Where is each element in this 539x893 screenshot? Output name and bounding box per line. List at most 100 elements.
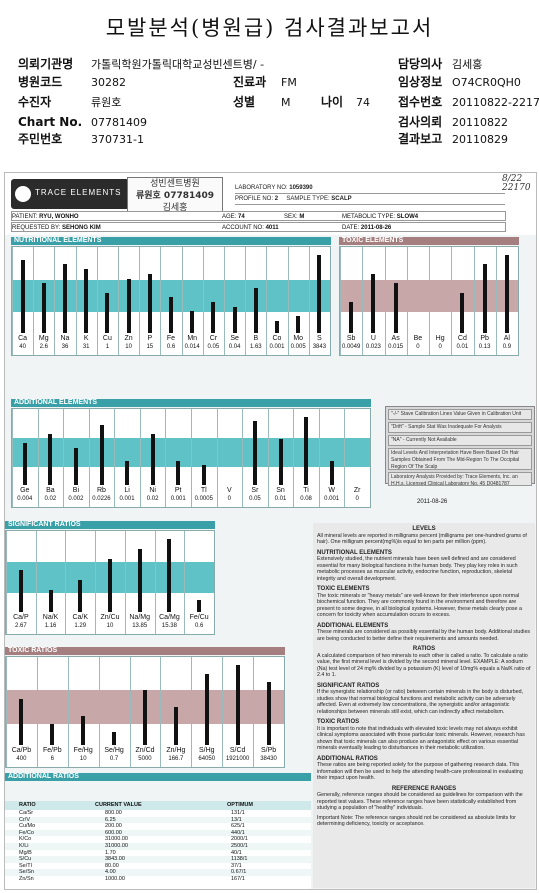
value-label: 0.6 [166,344,176,350]
ratio-cell-value: 31000.00 [105,836,128,843]
category-label: U [370,335,376,342]
bar-li [125,460,130,485]
ratio-row: Mg/B 1.70 40/1 [5,850,311,857]
value-label: 2.67 [15,623,27,629]
category-label: Zn [124,335,133,342]
category-label: Bi [72,487,80,494]
category-label: Na/K [42,614,59,621]
bar-mo [296,316,301,333]
column-divider [308,247,310,355]
lab-info-table: LABORATORY NO: 1059390 PROFILE NO: 2 SAM… [235,183,505,205]
ratio-cell-optimum: 167/1 [231,875,245,882]
value-label: 0.7 [109,756,119,762]
category-label: Fe/Cu [189,614,209,621]
printed-date: 2011-08-26 [417,499,448,505]
category-label: Ni [149,487,156,494]
bar-ca-k [78,579,83,612]
column-divider [54,247,56,355]
ratio-row: Ca/Sr 800.00 131/1 [5,810,311,817]
category-label: Be [413,335,423,342]
column-divider [267,409,269,507]
ratio-cell-value: 6.25 [105,816,116,823]
category-label: As [391,335,400,342]
ratio-cell-ratio: Se/Sn [19,869,34,876]
category-label: S/Cd [229,747,246,754]
logo-circle-icon [15,186,31,202]
institution-value: 가톨릭학원가톨릭대학교성빈센트병/ - [91,58,265,71]
bar-cr [211,301,216,333]
doctor-value: 김세홍 [452,58,483,71]
column-divider [65,531,67,634]
value-label: 0.004 [17,496,33,502]
bar-ti [304,416,309,485]
ratio-row: Se/Tl 80.00 37/1 [5,863,311,870]
value-label: 13.85 [132,623,148,629]
value-label: 10 [125,344,132,350]
bar-na-mg [137,549,142,612]
bar-se [232,306,237,333]
value-label: 0.002 [68,496,84,502]
bar-pt [176,460,181,485]
category-label: Sn [276,487,285,494]
bar-pb [482,264,487,333]
column-divider [160,247,162,355]
age-value: 74 [356,96,370,109]
sex-value: M [281,96,291,109]
column-divider [495,247,497,355]
ratio-cell-value: 200.00 [105,823,122,830]
column-divider [63,409,65,507]
ratio-cell-optimum: 2000/1 [231,836,248,843]
value-label: 64050 [198,756,216,762]
ratio-cell-value: 3843.00 [105,856,125,863]
column-divider [473,247,475,355]
doctor-label: 담당의사 [398,57,443,71]
column-divider [344,409,346,507]
column-divider [129,657,131,767]
request-date-label: 검사의뢰 [398,115,443,129]
bar-fe-hg [81,715,86,745]
bar-s-hg [204,673,209,745]
additional-ratios-title: ADDITIONAL RATIOS [5,773,311,781]
value-label: 0.001 [119,496,135,502]
column-divider [67,657,69,767]
ratio-row: Zn/Sn 1000.00 167/1 [5,876,311,883]
column-divider [429,247,430,355]
category-label: Pb [480,335,489,342]
value-label: 1.29 [74,623,87,629]
column-divider [139,247,141,355]
ratio-cell-optimum: 13/1 [231,816,242,823]
value-label: 0 [416,344,420,350]
category-label: Fe [166,335,176,342]
value-label: 0.02 [44,496,57,502]
ratio-cell-ratio: S/Cu [19,856,32,863]
report-header: TRACE ELEMENTS 성빈센트병원 류원호 07781409 김세홍 8… [5,173,536,235]
value-label: 36 [61,344,69,350]
category-label: Ca [18,335,28,342]
category-label: Mg [38,335,49,342]
value-label: 38430 [260,756,277,762]
significant-ratios-chart: Ca/P 2.67 Na/K 1.16 Ca/K 1.29 Zn/Cu 10 Na/Mg 13.8… [5,530,215,635]
value-label: 0.015 [388,344,404,350]
value-label: 0.0005 [194,496,213,502]
bar-rb [99,425,104,485]
bar-as [393,283,398,333]
bar-na [63,264,67,333]
category-label: Pt [174,487,182,494]
bar-zn [126,278,131,333]
value-label: 1.63 [249,344,262,350]
sex-label: 성별 [233,95,256,109]
value-label: 0.05 [207,344,220,350]
column-divider [222,657,224,767]
value-label: 0.001 [269,344,285,350]
ratio-cell-value: 1.70 [105,849,116,856]
bar-fe [169,297,173,333]
category-label: Se/Hg [104,747,124,754]
ratio-cell-optimum: 0.67/1 [231,869,247,876]
value-label: 10 [79,756,87,762]
bar-na-k [48,590,53,612]
nutritional-chart: Ca 40 Mg 2.6 Na 36 K 31 Cu 1 Zn 10 P 15 Fe 0.6 Mn 0.014 Cr… [11,246,331,356]
clinical-label: 임상정보 [398,75,443,89]
column-divider [362,247,364,355]
bar-sb [349,301,354,333]
value-label: 0.0049 [341,344,361,350]
